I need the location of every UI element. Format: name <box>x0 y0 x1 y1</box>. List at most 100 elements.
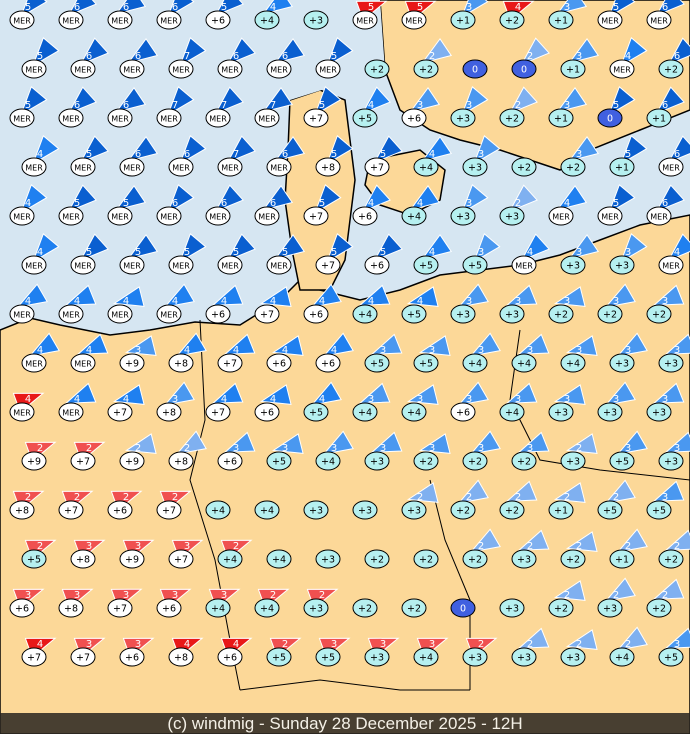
temperature-bubble <box>58 10 84 30</box>
station-marker: 3+6 <box>450 381 489 422</box>
station-marker: 3+4 <box>315 430 354 471</box>
station-marker: 6 MER <box>254 185 294 226</box>
temperature-bubble <box>401 500 427 520</box>
temperature-bubble <box>217 59 243 79</box>
temperature-bubble <box>303 598 329 618</box>
temperature-bubble <box>499 402 525 422</box>
temperature-label: MER <box>13 213 31 222</box>
temperature-bubble <box>70 647 96 667</box>
wind-speed-label: 4 <box>184 345 190 356</box>
temperature-bubble <box>119 157 145 177</box>
station-marker: 2+1 <box>609 528 648 569</box>
wind-speed-label: 2 <box>123 492 129 503</box>
wind-arrow-icon <box>620 37 648 67</box>
temperature-bubble <box>364 59 390 79</box>
wind-arrow-icon <box>664 627 690 649</box>
temperature-label: +9 <box>125 359 139 370</box>
temperature-bubble <box>217 549 243 569</box>
temperature-label: +8 <box>162 408 176 419</box>
temperature-bubble <box>168 353 194 373</box>
temperature-label: +2 <box>664 555 678 566</box>
station-marker: 3+5 <box>646 480 685 520</box>
temperature-label: +7 <box>223 359 237 370</box>
wind-speed-label: 3 <box>417 394 423 405</box>
temperature-label: +8 <box>64 604 78 615</box>
station-marker: 5 MER <box>58 184 97 226</box>
temperature-bubble <box>609 353 635 373</box>
temperature-bubble <box>401 206 427 226</box>
temperature-label: +4 <box>566 359 580 370</box>
station-marker: +3 <box>303 10 329 30</box>
temperature-label: +1 <box>615 555 629 566</box>
temperature-label: +6 <box>321 359 335 370</box>
station-marker: 2+3 <box>462 637 498 667</box>
temperature-label: MER <box>160 213 178 222</box>
temperature-label: MER <box>123 66 141 75</box>
wind-arrow-icon <box>457 479 489 504</box>
temperature-label: +4 <box>468 359 482 370</box>
temperature-label: +3 <box>358 506 372 517</box>
temperature-bubble <box>401 304 427 324</box>
temperature-label: MER <box>209 213 227 222</box>
station-marker: 3+2 <box>462 430 501 471</box>
wind-arrow-icon <box>20 0 48 18</box>
wind-speed-label: 5 <box>221 2 227 13</box>
temperature-label: MER <box>258 213 276 222</box>
station-marker: 4+4 <box>401 185 441 226</box>
station-marker: +2 <box>364 59 390 79</box>
temperature-bubble <box>119 549 145 569</box>
temperature-label: +7 <box>321 261 335 272</box>
temperature-label: +4 <box>505 408 519 419</box>
temperature-bubble <box>217 255 243 275</box>
temperature-bubble <box>315 157 341 177</box>
wind-speed-label: 3 <box>576 247 582 258</box>
temperature-label: +6 <box>15 604 29 615</box>
temperature-bubble <box>168 157 194 177</box>
wind-speed-label: 2 <box>515 492 521 503</box>
wind-speed-label: 5 <box>319 100 325 111</box>
wind-speed-label: 3 <box>674 345 680 356</box>
wind-arrow-icon <box>520 233 550 262</box>
station-marker: 3+8 <box>58 588 94 618</box>
temperature-label: +3 <box>309 16 323 27</box>
station-marker: 5 MER <box>70 135 109 177</box>
station-marker: 6 MER <box>168 135 207 177</box>
temperature-label: +9 <box>125 555 139 566</box>
station-marker: 3+6 <box>119 637 155 667</box>
temperature-label: +6 <box>272 359 286 370</box>
station-marker: 5 MER <box>107 185 147 226</box>
temperature-bubble <box>646 108 672 128</box>
station-marker: 4+6 <box>303 283 342 324</box>
temperature-label: +7 <box>370 163 384 174</box>
station-marker: 3+5 <box>609 430 648 471</box>
wind-speed-label: 6 <box>674 51 680 62</box>
station-marker: 4+4 <box>352 284 391 324</box>
wind-arrow-icon <box>664 333 690 355</box>
wind-speed-label: 3 <box>662 394 668 405</box>
wind-speed-label: 2 <box>74 492 80 503</box>
temperature-label: +6 <box>125 653 139 664</box>
wind-speed-label: 3 <box>221 590 227 601</box>
station-marker: 2+8 <box>168 430 207 471</box>
station-marker: 4+6 <box>315 332 354 373</box>
wind-speed-label: 3 <box>478 345 484 356</box>
wind-arrow-icon <box>112 286 145 307</box>
wind-arrow-icon <box>616 332 648 357</box>
wind-arrow-icon <box>64 284 97 306</box>
wind-arrow-icon <box>20 86 48 116</box>
wind-speed-label: 5 <box>282 247 288 258</box>
temperature-bubble <box>21 549 47 569</box>
temperature-label: +4 <box>615 653 629 664</box>
temperature-label: +5 <box>407 310 421 321</box>
temperature-label: +3 <box>456 114 470 125</box>
wind-speed-label: 3 <box>233 443 239 454</box>
temperature-bubble <box>156 206 182 226</box>
temperature-bubble <box>254 598 280 618</box>
temperature-label: +6 <box>370 261 384 272</box>
temperature-label: MER <box>221 66 239 75</box>
temperature-label: +1 <box>615 163 629 174</box>
temperature-label: +9 <box>125 457 139 468</box>
station-marker: 6 MER <box>658 135 690 177</box>
temperature-bubble <box>646 10 672 30</box>
wind-arrow-icon <box>322 430 354 455</box>
